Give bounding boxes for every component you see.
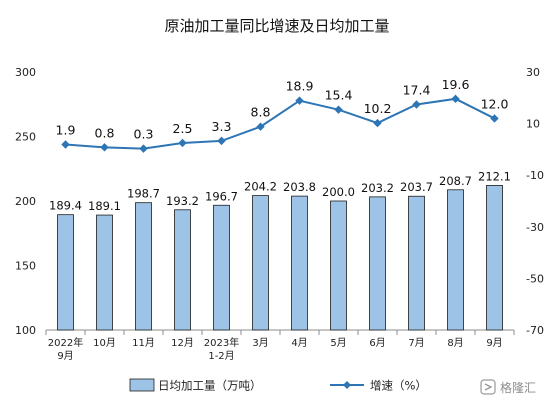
bar-label-8: 203.2: [361, 181, 394, 195]
watermark-logo-icon: [480, 379, 496, 395]
line-label-10: 19.6: [442, 77, 470, 92]
bar-5: [252, 195, 269, 331]
x-tick-label-7: 5月: [330, 337, 346, 349]
line-label-11: 12.0: [481, 96, 509, 111]
line-point-11: [490, 114, 499, 123]
line-point-1: [100, 143, 109, 152]
bar-11: [486, 184, 503, 331]
line-label-2: 0.3: [134, 127, 154, 142]
right-axis-tick-5: 30: [526, 66, 540, 79]
bar-label-9: 203.7: [400, 180, 433, 194]
watermark: 格隆汇: [480, 379, 536, 395]
right-axis-tick-3: -10: [526, 169, 544, 182]
right-axis-tick-0: -70: [526, 324, 544, 337]
left-axis-tick-3: 250: [15, 131, 36, 144]
watermark-logo-mark: [484, 383, 493, 391]
bar-1: [96, 214, 113, 331]
line-point-5: [256, 122, 265, 131]
line-label-3: 2.5: [173, 121, 193, 136]
left-axis-tick-4: 300: [15, 66, 36, 79]
line-label-5: 8.8: [251, 105, 271, 120]
line-point-10: [451, 94, 460, 104]
x-tick-label-10: 8月: [447, 337, 463, 349]
line-point-0: [61, 140, 70, 149]
line-label-9: 17.4: [403, 83, 431, 98]
legend-bar-label: 日均加工量（万吨）: [158, 379, 262, 393]
bar-0: [57, 214, 74, 331]
line-point-2: [139, 144, 148, 153]
legend-line-label: 增速（%）: [370, 379, 427, 393]
left-axis-tick-2: 200: [15, 195, 36, 208]
bar-label-11: 212.1: [478, 169, 511, 183]
line-point-4: [217, 136, 226, 146]
bar-label-0: 189.4: [49, 199, 82, 213]
x-tick-label-1: 10月: [93, 337, 116, 349]
bar-4: [213, 204, 230, 331]
bar-10: [447, 189, 464, 331]
x-tick-label-2: 11月: [132, 337, 155, 349]
bar-label-1: 189.1: [88, 199, 121, 213]
right-axis-tick-2: -30: [526, 221, 544, 234]
x-tick-label-3: 12月: [171, 337, 194, 349]
bar-label-4: 196.7: [205, 189, 238, 203]
bar-label-3: 193.2: [166, 194, 199, 208]
watermark-text: 格隆汇: [500, 380, 536, 395]
line-point-9: [412, 100, 421, 109]
line-label-0: 1.9: [56, 122, 76, 137]
bar-3: [174, 209, 191, 331]
bar-label-5: 204.2: [244, 180, 277, 194]
x-tick-label-6: 4月: [291, 337, 307, 349]
line-series: 1.9 0.8 0.3 2.5 3.3 8.8 18.9 15.4 10.2 17.4 19.6 12…: [56, 77, 509, 153]
bar-6: [291, 195, 308, 331]
bar-label-10: 208.7: [439, 174, 472, 188]
line-point-6: [295, 96, 304, 105]
line-label-8: 10.2: [364, 101, 392, 116]
legend-line-marker: [343, 381, 351, 389]
line-point-7: [334, 105, 343, 114]
line-label-6: 18.9: [286, 79, 314, 94]
line-label-4: 3.3: [212, 119, 232, 134]
bar-label-2: 198.7: [127, 187, 160, 201]
right-axis-tick-4: 10: [526, 118, 540, 131]
line-label-7: 15.4: [325, 88, 353, 103]
x-tick-label-5: 3月: [252, 337, 268, 349]
legend-bar-swatch: [129, 378, 155, 392]
right-axis-tick-1: -50: [526, 272, 544, 285]
growth-line: [65, 97, 495, 150]
x-tick-label-4: 2023年 1-2月: [204, 336, 239, 362]
left-axis-tick-0: 100: [15, 324, 36, 337]
axes: 100 150 200 250 300 -70 -50 -30 -10 10 30 2022年 9月 10…: [15, 66, 544, 362]
line-point-8: [373, 118, 382, 128]
bar-7: [330, 200, 347, 331]
left-axis-tick-1: 150: [15, 260, 36, 273]
bar-label-7: 200.0: [322, 185, 355, 199]
x-tick-label-11: 9月: [486, 337, 502, 349]
x-tick-label-0: 2022年 9月: [48, 336, 83, 362]
x-tick-label-9: 7月: [408, 337, 424, 349]
legend: 日均加工量（万吨） 增速（%）: [129, 378, 427, 393]
bar-9: [408, 195, 425, 331]
bar-2: [135, 202, 152, 331]
bar-series: 189.4 189.1 198.7 193.2 196.7 204.2 203.8 200.0…: [49, 169, 511, 331]
line-label-1: 0.8: [95, 125, 115, 140]
bar-label-6: 203.8: [283, 180, 316, 194]
line-point-3: [178, 138, 187, 148]
x-tick-label-8: 6月: [369, 337, 385, 349]
bar-8: [369, 196, 386, 331]
chart-title: 原油加工量同比增速及日均加工量: [164, 17, 389, 35]
